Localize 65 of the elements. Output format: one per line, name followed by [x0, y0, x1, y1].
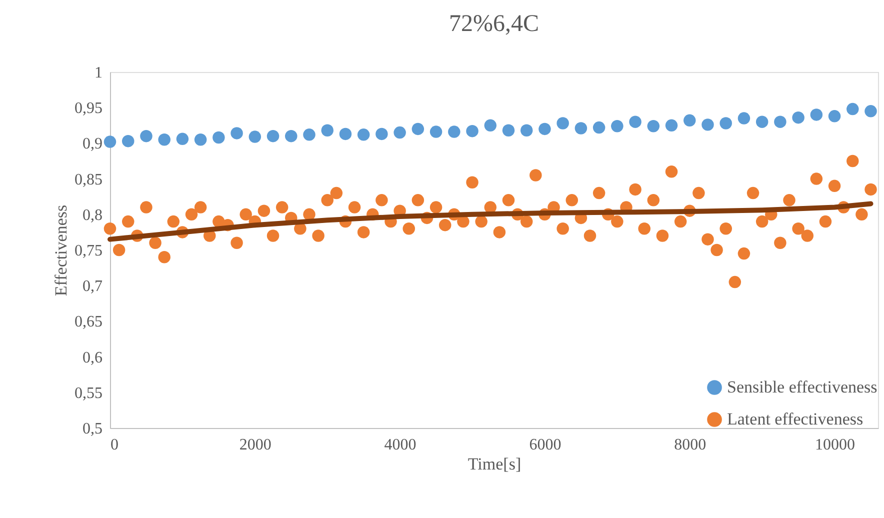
x-tick-label: 0 — [110, 436, 118, 454]
y-tick-label: 0,55 — [74, 384, 102, 402]
point — [592, 121, 606, 134]
chart-title: 72%6,4C — [449, 11, 539, 37]
point — [230, 127, 243, 140]
point — [702, 118, 714, 131]
y-tick-label: 0,7 — [82, 278, 102, 296]
point — [357, 128, 370, 141]
point — [846, 102, 859, 116]
point — [520, 124, 533, 136]
y-axis-title: Effectiveness — [52, 204, 70, 296]
point — [810, 108, 823, 121]
point — [792, 111, 804, 124]
point — [720, 117, 732, 130]
point — [140, 130, 152, 142]
point — [321, 124, 334, 136]
point — [194, 134, 207, 146]
point — [611, 120, 624, 132]
y-tick-label: 1 — [94, 64, 102, 82]
x-tick-label: 6000 — [529, 436, 562, 454]
x-tick-label: 2000 — [239, 436, 272, 454]
point — [684, 114, 696, 127]
point — [266, 130, 280, 142]
y-tick-label: 0,9 — [82, 136, 102, 153]
x-axis-title: Time[s] — [468, 454, 522, 474]
point — [756, 116, 768, 128]
point — [484, 119, 496, 132]
point — [412, 122, 424, 136]
x-tick-label: 8000 — [674, 436, 706, 454]
point — [774, 116, 786, 128]
point — [629, 116, 642, 128]
point — [176, 132, 189, 146]
point — [430, 126, 442, 138]
x-tick-label: 4000 — [384, 436, 416, 454]
y-tick-label: 0,8 — [82, 206, 102, 224]
point — [158, 134, 170, 146]
point — [303, 128, 316, 141]
legend-label: Latent effectiveness — [727, 410, 864, 428]
point — [556, 117, 569, 130]
point — [339, 128, 352, 140]
point — [665, 119, 678, 132]
point — [864, 105, 877, 118]
y-tick-label: 0,85 — [74, 171, 102, 188]
point — [828, 110, 841, 122]
point — [248, 130, 262, 143]
point — [574, 122, 588, 134]
point — [104, 136, 116, 148]
y-tick-label: 0,75 — [74, 242, 102, 260]
x-tick-label: 10000 — [815, 436, 856, 454]
y-tick-label: 0,95 — [74, 100, 102, 118]
point — [212, 131, 225, 144]
legend-label: Sensible effectiveness — [727, 378, 878, 396]
point — [647, 120, 660, 132]
point — [738, 112, 750, 124]
y-tick-label: 0,6 — [82, 349, 102, 366]
point — [394, 126, 406, 139]
y-tick-label: 0,5 — [82, 420, 102, 438]
point — [376, 128, 388, 140]
point — [538, 122, 551, 136]
point — [466, 124, 478, 138]
point — [285, 130, 298, 142]
y-tick-label: 0,65 — [74, 314, 102, 331]
point — [122, 134, 134, 148]
point — [502, 124, 515, 136]
point — [448, 126, 460, 138]
